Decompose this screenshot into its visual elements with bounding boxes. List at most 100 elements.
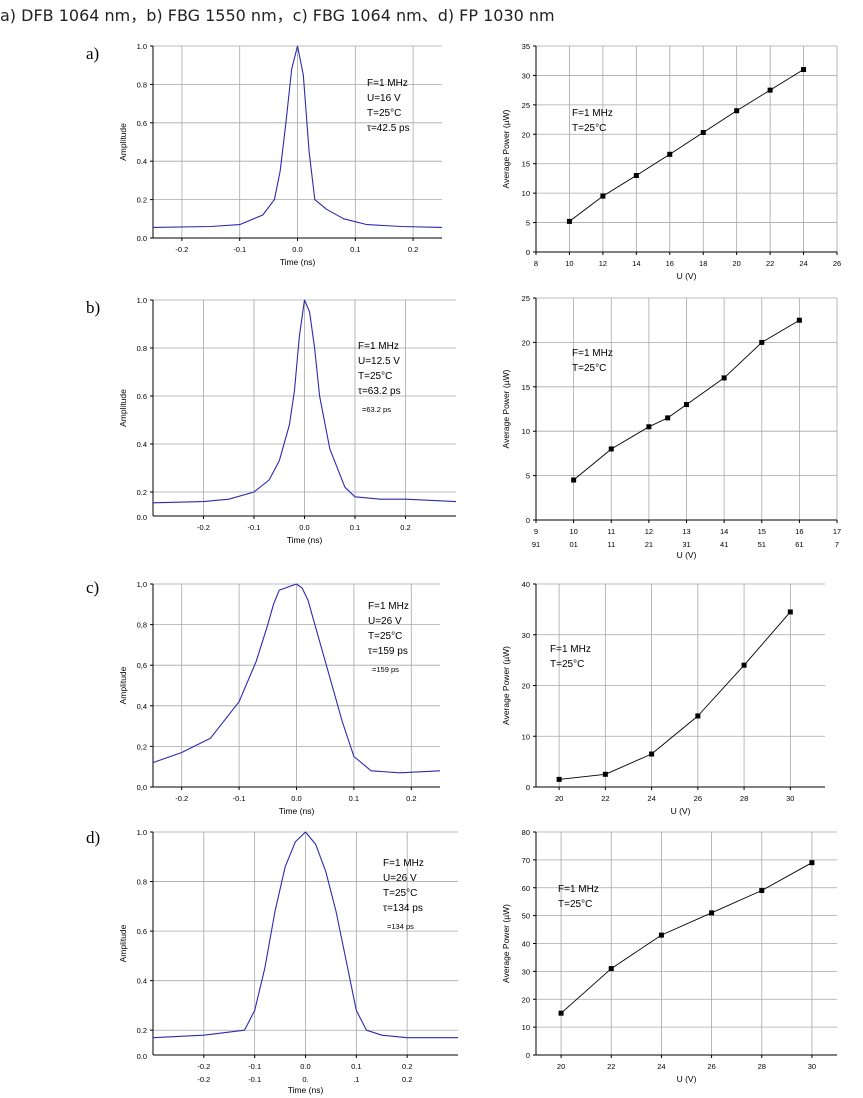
x-tick-label: 11 [607, 527, 615, 536]
x-tick-label: 0.1 [349, 794, 359, 803]
x-axis-label: Time (ns) [279, 806, 315, 816]
data-point [602, 771, 608, 777]
data-point [600, 193, 606, 199]
power-b-chart: 9 91 10 01 11 11 12 21 13 31 14 41 15 51 16 61 17 7 0 5 10 15… [501, 294, 841, 560]
annotation-text: =159 ps [372, 665, 399, 674]
x-tick-label: 17 [833, 527, 841, 536]
x-tick-label: 22 [766, 259, 774, 268]
x-tick-label-secondary: 0. [302, 1075, 308, 1084]
annotation-text: τ=159 ps [368, 646, 408, 657]
x-tick-label: 18 [699, 259, 707, 268]
y-tick-label: 20 [522, 130, 530, 139]
x-tick-label-secondary: 51 [758, 540, 766, 549]
row-label-a: a) [86, 44, 100, 63]
y-tick-label: 0.6 [137, 927, 147, 936]
annotation-text: =63.2 ps [362, 405, 391, 414]
y-axis-label: Amplitude [118, 123, 128, 161]
y-tick-label: 30 [522, 967, 530, 976]
x-axis-label: Time (ns) [287, 535, 323, 545]
y-tick-label: 10 [522, 427, 530, 436]
data-point [633, 172, 639, 178]
y-tick-label: 0,8 [137, 621, 147, 630]
x-tick-label: 28 [758, 1062, 766, 1071]
data-point [796, 317, 802, 323]
y-tick-label: 15 [522, 383, 530, 392]
x-tick-label: 0.2 [408, 245, 418, 254]
x-tick-label: -0.1 [248, 1062, 261, 1071]
x-tick-label: -0.1 [248, 523, 261, 532]
x-tick-label-secondary: 91 [532, 540, 540, 549]
x-tick-label: 0.2 [406, 794, 416, 803]
x-tick-label: -0.2 [197, 1062, 210, 1071]
x-tick-label: 0.0 [299, 523, 309, 532]
y-axis-label: Amplitude [118, 389, 128, 427]
x-axis-label: Time (ns) [280, 257, 316, 267]
row-label-d: d) [86, 828, 101, 847]
y-tick-label: 0,6 [137, 661, 147, 670]
y-tick-label: 0.8 [137, 878, 147, 887]
annotation-text: τ=42.5 ps [367, 123, 410, 134]
y-tick-label: 10 [522, 189, 530, 198]
x-tick-label: 26 [707, 1062, 715, 1071]
y-tick-label: 20 [522, 995, 530, 1004]
data-point [734, 108, 740, 114]
data-point [665, 415, 671, 421]
y-tick-label: 0 [526, 248, 530, 257]
annotation-text: U=16 V [367, 93, 401, 104]
y-tick-label: 1.0 [137, 296, 147, 305]
annotation-text: T=25°C [368, 631, 402, 642]
x-axis-label: U (V) [677, 271, 697, 281]
y-tick-label: 10 [522, 732, 530, 741]
figure-caption: a) DFB 1064 nm，b) FBG 1550 nm，c) FBG 106… [0, 6, 555, 25]
x-tick-label: 12 [645, 527, 653, 536]
annotation-text: F=1 MHz [572, 348, 613, 359]
x-tick-label: 22 [601, 794, 609, 803]
x-tick-label-secondary: 01 [569, 540, 577, 549]
data-point [767, 87, 773, 93]
pulse-d-chart: -0.2 -0.2 -0.1 -0.1 0.0 0. 0.1 .1 0.2 0.2 0.2 0.4 0.… [118, 828, 458, 1095]
pulse-c-chart: -0.2 -0.1 0.0 0.1 0.2 0,0 0,2 0,4 0,6 0,8 1,0 Time … [118, 580, 441, 816]
annotation-text: T=25°C [383, 888, 417, 899]
y-tick-label: 1,0 [137, 580, 147, 589]
y-tick-label: 0.6 [137, 392, 147, 401]
annotation-text: F=1 MHz [550, 644, 591, 655]
y-tick-label: 40 [522, 580, 530, 589]
y-tick-label: 70 [522, 856, 530, 865]
annotation-text: U=12.5 V [358, 356, 400, 367]
data-point [801, 67, 807, 73]
y-tick-label: 0.6 [137, 119, 147, 128]
y-tick-label: 0 [526, 783, 530, 792]
annotation-text: T=25°C [550, 659, 584, 670]
data-point [608, 446, 614, 452]
x-tick-label-secondary: 7 [835, 540, 839, 549]
series-line [152, 45, 443, 228]
x-tick-label: -0.2 [197, 523, 210, 532]
series-line [560, 862, 813, 1014]
series-line [152, 831, 458, 1039]
x-tick-label: 26 [694, 794, 702, 803]
y-tick-label: 60 [522, 884, 530, 893]
x-tick-label: 0.0 [291, 794, 301, 803]
y-tick-label: 0.2 [137, 1026, 147, 1035]
power-c-chart: 20 22 24 26 28 30 0 10 20 30 40 U (V) Average Power … [501, 580, 825, 816]
y-tick-label: 80 [522, 828, 530, 837]
y-tick-label: 0,4 [137, 702, 147, 711]
data-point [695, 713, 701, 719]
annotation-text: T=25°C [367, 108, 401, 119]
x-axis-label: U (V) [671, 806, 691, 816]
y-tick-label: 20 [522, 682, 530, 691]
y-tick-label: 0.0 [137, 234, 147, 243]
y-axis-label: Amplitude [118, 924, 128, 962]
y-tick-label: 30 [522, 631, 530, 640]
y-tick-label: 40 [522, 940, 530, 949]
x-tick-label-secondary: 61 [795, 540, 803, 549]
x-tick-label: 0.1 [350, 523, 360, 532]
annotation-text: T=25°C [358, 371, 392, 382]
x-tick-label: 16 [666, 259, 674, 268]
x-tick-label-secondary: 0.2 [402, 1075, 412, 1084]
x-tick-label: 14 [632, 259, 640, 268]
x-tick-label: 24 [799, 259, 807, 268]
x-tick-label: 24 [647, 794, 655, 803]
x-tick-label: 10 [569, 527, 577, 536]
series-line [559, 611, 791, 780]
